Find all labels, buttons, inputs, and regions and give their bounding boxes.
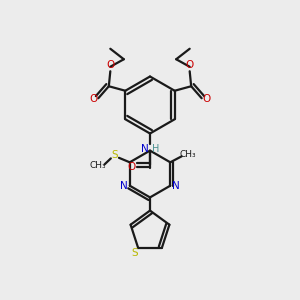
Text: O: O: [127, 161, 135, 172]
Text: O: O: [89, 94, 97, 104]
Text: O: O: [106, 60, 114, 70]
Text: S: S: [111, 150, 118, 161]
Text: CH₃: CH₃: [89, 161, 106, 170]
Text: O: O: [203, 94, 211, 104]
Text: H: H: [152, 143, 160, 154]
Text: N: N: [172, 181, 179, 191]
Text: S: S: [131, 248, 138, 258]
Text: CH₃: CH₃: [180, 150, 196, 159]
Text: N: N: [121, 181, 128, 191]
Text: N: N: [141, 143, 148, 154]
Text: O: O: [186, 60, 194, 70]
